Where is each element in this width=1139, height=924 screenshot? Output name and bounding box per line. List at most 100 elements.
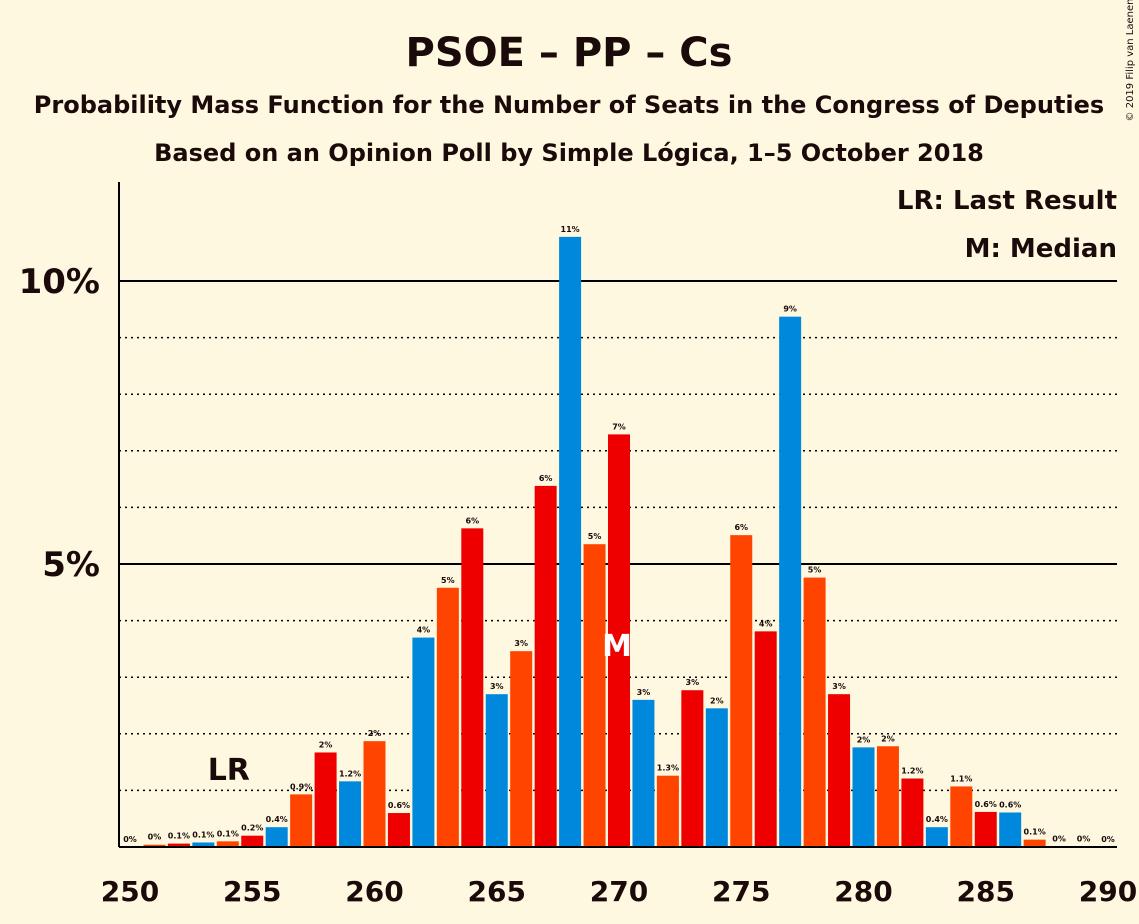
x-tick-label: 255: [223, 875, 281, 908]
bar-label-275: 6%: [734, 523, 748, 532]
bar-label-263: 5%: [441, 576, 455, 585]
bar-label-261: 0.6%: [388, 801, 410, 810]
bar-seat-257: [290, 794, 313, 847]
bar-seat-260: [363, 741, 386, 847]
bar-label-258: 2%: [319, 740, 333, 749]
bar-seat-270: [608, 434, 630, 847]
bar-label-266: 3%: [514, 639, 528, 648]
bar-seat-262: [412, 637, 435, 847]
bar-seat-272: [656, 775, 679, 847]
bar-label-257: 0.9%: [290, 782, 312, 791]
bar-label-282: 1.2%: [901, 767, 923, 776]
bar-label-281: 2%: [881, 734, 895, 743]
bar-label-269: 5%: [588, 532, 602, 541]
bar-seat-265: [485, 694, 508, 847]
x-tick-label: 265: [468, 875, 526, 908]
bar-seat-255: [241, 835, 264, 847]
bar-label-270: 7%: [612, 422, 626, 431]
bar-label-260: 2%: [368, 729, 382, 738]
bar-label-255: 0.2%: [241, 824, 263, 833]
bar-seat-278: [803, 577, 826, 847]
x-tick-label: 290: [1079, 875, 1137, 908]
x-tick-label: 280: [834, 875, 892, 908]
bar-seat-281: [876, 746, 899, 847]
bar-label-251: 0%: [148, 833, 162, 842]
bar-seat-271: [632, 699, 655, 847]
bar-label-254: 0.1%: [217, 829, 239, 838]
bar-seat-283: [925, 827, 948, 847]
y-tick-label: 5%: [42, 545, 100, 585]
bar-seat-286: [999, 812, 1022, 847]
bar-label-285: 0.6%: [975, 800, 997, 809]
bar-label-252: 0.1%: [168, 832, 190, 841]
bar-seat-273: [681, 690, 704, 847]
bar-label-268: 11%: [561, 225, 580, 234]
last-result-marker: LR: [208, 753, 250, 788]
bar-label-287: 0.1%: [1024, 828, 1046, 837]
bar-seat-269: [583, 544, 606, 847]
bar-seat-263: [436, 587, 459, 847]
bar-label-286: 0.6%: [999, 800, 1021, 809]
bar-label-288: 0%: [1052, 834, 1066, 843]
chart-title: PSOE – PP – Cs: [406, 30, 733, 76]
bar-label-279: 3%: [832, 682, 846, 691]
bar-label-267: 6%: [539, 474, 553, 483]
bar-label-274: 2%: [710, 696, 724, 705]
bar-label-271: 3%: [637, 688, 651, 697]
bar-seat-261: [387, 813, 410, 847]
bar-seat-252: [167, 843, 190, 847]
bar-label-256: 0.4%: [266, 815, 288, 824]
bar-seat-282: [901, 778, 924, 847]
bar-label-273: 3%: [686, 678, 700, 687]
x-tick-labels: 250 255 260 265 270 275 280 285 290: [101, 875, 1137, 908]
bar-seat-285: [974, 811, 997, 847]
bar-seat-275: [730, 535, 753, 847]
bar-label-277: 9%: [783, 305, 797, 314]
bar-seat-253: [192, 842, 215, 847]
bar-labels-group: 0% 0.1% 0.1% 0.1%0.2%0.4%0.9%2%1.2%2%0.6%4%…: [123, 225, 1115, 844]
bar-label-265: 3%: [490, 682, 504, 691]
x-tick-label: 285: [957, 875, 1015, 908]
bar-label-280: 2%: [857, 735, 871, 744]
bar-seat-254: [216, 841, 239, 847]
bar-label-290: 0%: [1101, 835, 1115, 844]
bar-label-283: 0.4%: [926, 815, 948, 824]
bar-label-264: 6%: [466, 516, 480, 525]
chart-subtitle-1: Probability Mass Function for the Number…: [34, 91, 1104, 119]
bar-label-253: 0.1%: [192, 830, 214, 839]
bar-label-276: 4%: [759, 619, 773, 628]
bar-seat-287: [1023, 839, 1046, 847]
bar-seat-276: [754, 631, 777, 847]
bar-seat-284: [950, 786, 973, 847]
bar-seat-267: [534, 485, 557, 847]
bar-seat-277: [779, 316, 802, 848]
bar-seat-259: [339, 781, 362, 847]
x-tick-label: 260: [345, 875, 403, 908]
bar-seat-251: [143, 844, 166, 847]
legend-median: M: Median: [965, 234, 1117, 264]
bar-label-272: 1.3%: [657, 764, 679, 773]
axes-group: [118, 182, 1117, 848]
median-marker: M: [602, 629, 632, 664]
bar-seat-280: [852, 747, 875, 847]
bar-label-284: 1.1%: [950, 774, 972, 783]
bar-seat-256: [265, 827, 288, 847]
copyright-notice: © 2019 Filip van Laenen: [1125, 0, 1136, 121]
bars-group: [143, 236, 1095, 848]
bar-label-250: 0%: [123, 835, 137, 844]
bar-label-289: 0%: [1077, 834, 1091, 843]
legend-last-result: LR: Last Result: [897, 186, 1117, 216]
bar-seat-274: [705, 708, 728, 847]
bar-seat-266: [510, 651, 533, 847]
bar-label-259: 1.2%: [339, 769, 361, 778]
x-tick-label: 250: [101, 875, 159, 908]
y-tick-labels: 5% 10%: [19, 262, 100, 585]
bar-seat-264: [461, 528, 484, 847]
x-tick-label: 270: [590, 875, 648, 908]
bar-seat-258: [314, 752, 337, 847]
chart-subtitle-2: Based on an Opinion Poll by Simple Lógic…: [154, 139, 984, 167]
bar-label-262: 4%: [417, 626, 431, 635]
bar-seat-268: [559, 236, 582, 848]
bar-seat-279: [828, 694, 851, 847]
